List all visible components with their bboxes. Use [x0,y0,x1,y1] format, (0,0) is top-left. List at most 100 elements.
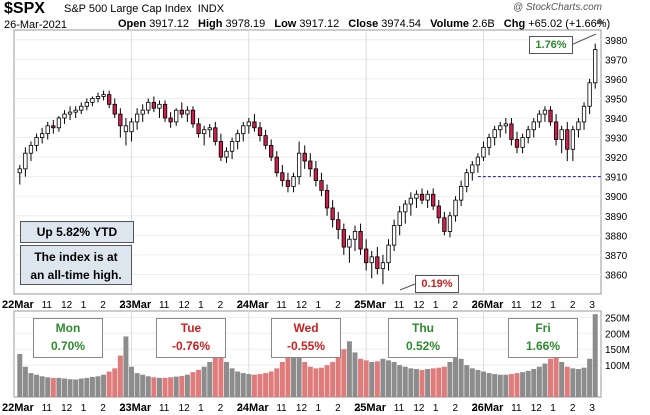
candle-body [436,205,441,219]
candle-body [302,152,307,162]
volume-x-tick-label: 11 [42,403,53,414]
day-change: 0.70% [50,339,86,353]
candle-body [28,144,34,154]
price-x-tick-label: 1 [550,300,556,311]
price-x-tick-label: 2 [335,300,341,311]
price-tick-label: 3980 [605,36,628,47]
price-tick-label: 3860 [605,270,628,281]
volume-bar [469,368,475,397]
candle-body [241,125,246,135]
candle-body [391,225,397,246]
volume-bar [458,358,464,397]
volume-bar [162,377,168,397]
candle-body [308,160,313,170]
volume-bar [129,366,135,397]
candle-body [442,217,447,232]
candle-body [190,109,196,125]
ytd-box: Up 5.82% YTD [20,221,134,243]
volume-x-tick-label: 3 [472,403,478,414]
candle-body [224,150,229,158]
ath-box: The index is at an all-time high. [20,245,132,285]
candle-body [419,193,425,201]
candle-body [73,109,78,113]
volume-bar [279,361,285,397]
volume-x-tick-label: 3 [237,403,243,414]
candle-body [470,164,475,174]
volume-x-tick-label: 1 [550,403,556,414]
volume-bar [61,378,67,397]
candle-body [447,215,453,232]
volume-bar [224,361,229,397]
candle-body [375,256,380,269]
volume-bar [592,314,598,397]
volume-bar [453,339,459,397]
price-x-tick-label: 11 [159,300,170,311]
volume-bar [408,368,414,397]
price-x-tick-label: 3 [472,300,478,311]
day-box-thu: Thu 0.52% [388,318,458,358]
price-tick-label: 3910 [605,173,628,184]
candle-body [458,186,464,201]
price-tick-label: 3920 [605,153,628,164]
volume-bar [352,352,358,397]
volume-bar [575,368,581,397]
candle-body [526,129,531,138]
volume-bar [548,358,554,397]
close-label: Close [348,18,379,30]
high-pct-label: 1.76% [529,36,573,54]
chg-value: +65.02 (+1.66%) [528,18,611,30]
candle-body [380,262,386,269]
volume-x-tick-label: 2 [218,403,224,414]
price-tick-label: 3870 [605,251,628,262]
candle-body [62,113,67,119]
volume-tick-label: 100M [605,361,630,372]
volume-bar [514,373,520,397]
volume-bar [95,376,101,397]
candle-body [123,125,129,133]
volume-bar [78,378,84,397]
open-label: Open [118,18,147,30]
volume-bar [587,358,593,397]
volume-x-tick-label: 2 [570,403,576,414]
volume-bar [497,374,503,397]
candle-body [95,96,101,99]
candle-body [146,101,151,111]
volume-bar [346,341,352,397]
volume-bar [391,361,397,397]
volume-bar [302,361,308,397]
candle-body [593,49,598,84]
candle-body [157,103,162,109]
close-value: 3974.54 [381,18,422,30]
volume-bar [151,377,157,397]
volume-bar [369,361,375,397]
candle-body [179,109,184,115]
price-x-tick-label: 23Mar [119,299,152,311]
candle-body [134,113,140,123]
ath-line2: an all-time high. [30,268,122,282]
volume-bar [570,368,576,397]
volume-bar [240,373,246,397]
candle-body [252,121,257,129]
candle-body [56,117,62,129]
price-x-tick-label: 12 [61,300,73,311]
candle-body [162,103,168,119]
candle-body [408,197,413,205]
symbol: $SPX [4,0,45,17]
candle-body [246,121,251,127]
volume-bar [492,374,498,397]
volume-x-tick-label: 1 [433,403,439,414]
price-x-tick-label: 11 [511,300,522,311]
ytd-text: Up 5.82% YTD [36,225,118,239]
volume-bar [330,361,336,397]
price-tick-label: 3890 [605,212,628,223]
exchange: INDX [197,3,225,15]
candle-body [475,156,481,166]
volume-bar [17,354,23,397]
volume-bar [39,376,45,397]
candle-body [174,109,179,123]
candle-body [140,109,145,115]
volume-x-tick-label: 1 [81,403,87,414]
price-x-tick-label: 11 [394,300,405,311]
price-x-tick-label: 24Mar [237,299,270,311]
volume-bar [196,369,202,397]
